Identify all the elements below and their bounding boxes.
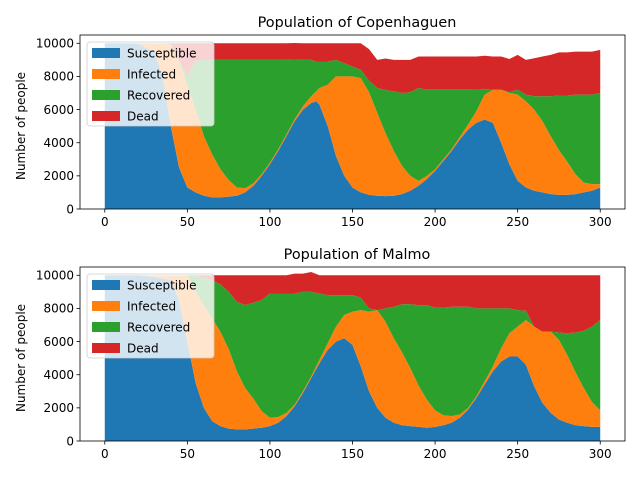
x-tick-label: 100 [258,447,281,461]
x-tick-label: 300 [589,447,612,461]
chart-malmo: Population of Malmo Number of people 0 50… [14,247,626,461]
chart-copenhaguen: Population of Copenhaguen Number of peop… [14,15,626,229]
y-tick-label: 2000 [43,401,74,415]
legend-label: Susceptible [127,47,196,61]
legend-swatch [92,90,120,100]
x-tick-label: 0 [101,215,109,229]
x-tick-label: 200 [424,447,447,461]
y-axis-label: Number of people [14,304,28,412]
y-tick-label: 0 [66,434,74,448]
x-tick-label: 50 [180,215,195,229]
legend-swatch [92,322,120,332]
legend-entry-susceptible: Susceptible [92,47,196,61]
x-tick-label: 300 [589,215,612,229]
legend-entry-recovered: Recovered [92,89,190,103]
x-tick-label: 0 [101,447,109,461]
legend-entry-infected: Infected [92,300,176,314]
y-tick-label: 4000 [43,136,74,150]
legend-label: Dead [127,342,159,356]
x-tick-label: 150 [341,215,364,229]
axes: 0 50 100 150 200 250 300 0 2000 4000 6000 8000 10000 [36,34,626,229]
x-tick-label: 150 [341,447,364,461]
x-tick-label: 250 [506,447,529,461]
legend-label: Dead [127,110,159,124]
legend-entry-dead: Dead [92,110,159,124]
legend: Susceptible Infected Recovered Dead [86,41,215,127]
chart-title: Population of Malmo [284,247,431,263]
legend-swatch [92,48,120,58]
area-susceptible [104,43,601,209]
legend-swatch [92,280,120,290]
chart-title: Population of Copenhaguen [258,15,457,31]
legend-swatch [92,343,120,353]
x-tick-label: 200 [424,215,447,229]
legend-box [86,41,215,127]
y-tick-label: 10000 [36,269,74,283]
area-dead [104,271,601,334]
area-series-group [104,42,601,209]
legend: Susceptible Infected Recovered Dead [86,273,215,359]
x-tick-label: 100 [258,215,281,229]
legend-label: Susceptible [127,279,196,293]
x-tick-label: 50 [180,447,195,461]
y-tick-label: 10000 [36,37,74,51]
y-tick-label: 8000 [43,302,74,316]
legend-label: Recovered [127,321,190,335]
x-tick-label: 250 [506,215,529,229]
legend-label: Recovered [127,89,190,103]
y-tick-label: 0 [66,202,74,216]
legend-label: Infected [127,68,176,82]
legend-swatch [92,111,120,121]
legend-swatch [92,301,120,311]
legend-label: Infected [127,300,176,314]
area-dead [104,42,601,97]
area-recovered [104,43,601,189]
legend-entry-recovered: Recovered [92,321,190,335]
area-susceptible [104,275,601,441]
axes: 0 50 100 150 200 250 300 0 2000 4000 6000 8000 10000 [36,266,626,461]
legend-entry-dead: Dead [92,342,159,356]
y-axis-label: Number of people [14,72,28,180]
y-tick-label: 8000 [43,70,74,84]
legend-box [86,273,215,359]
legend-swatch [92,69,120,79]
area-infected [104,43,601,198]
area-series-group [104,271,601,441]
legend-entry-susceptible: Susceptible [92,279,196,293]
y-tick-label: 4000 [43,368,74,382]
y-tick-label: 2000 [43,169,74,183]
area-infected [104,275,601,430]
legend-entry-infected: Infected [92,68,176,82]
y-tick-label: 6000 [43,335,74,349]
y-tick-label: 6000 [43,103,74,117]
area-recovered [104,275,601,418]
